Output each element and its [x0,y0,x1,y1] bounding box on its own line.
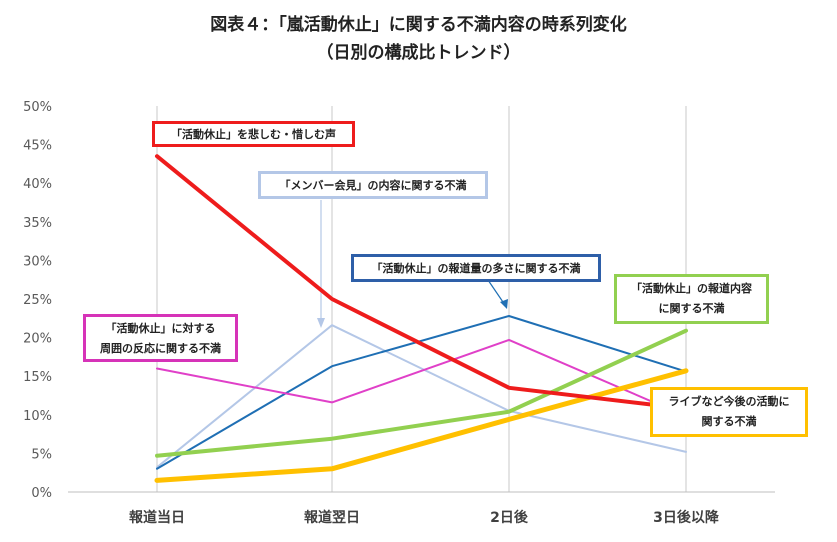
y-tick-label: 40% [23,177,52,192]
pointer-arrow-lightblue [317,318,325,328]
callout-red: 「活動休止」を悲しむ・惜しむ声 [152,121,355,147]
callout-magenta: 「活動休止」に対する 周囲の反応に関する不満 [83,314,238,362]
x-tick-label: 3日後以降 [653,509,720,526]
callout-text: 周囲の反応に関する不満 [100,342,221,355]
callout-green: 「活動休止」の報道内容 に関する不満 [614,274,769,324]
series-line-0 [155,154,688,411]
y-tick-label: 0% [31,486,52,501]
chart-subtitle: （日別の構成比トレンド） [316,43,521,63]
y-tick-label: 15% [23,370,52,385]
callout-blue: 「活動休止」の報道量の多さに関する不満 [351,254,601,282]
callout-text: 関する不満 [701,415,757,428]
y-tick-label: 20% [23,332,52,347]
y-tick-label: 25% [23,293,52,308]
series-line-2 [156,315,687,470]
chart-title: 図表４：「嵐活動休止」に関する不満内容の時系列変化 [210,15,627,35]
x-tick-label: 報道翌日 [304,509,360,526]
callout-text: ライブなど今後の活動に [668,395,790,408]
callout-text: に関する不満 [658,302,725,315]
series-line-4 [156,338,687,418]
y-tick-label: 35% [23,216,52,231]
series-line-5 [154,368,689,483]
y-tick-label: 30% [23,254,52,269]
y-tick-label: 5% [31,447,52,462]
x-tick-label: 報道当日 [129,509,185,526]
pointer-line-blue [487,279,506,306]
callout-text: 「活動休止」の報道内容 [631,282,752,295]
callout-yellow: ライブなど今後の活動に 関する不満 [650,387,808,437]
callout-text: 「活動休止」を悲しむ・惜しむ声 [171,128,336,141]
series-line-1 [156,324,687,469]
callout-text: 「活動休止」の報道量の多さに関する不満 [371,262,581,275]
callout-text: 「メンバー会見」の内容に関する不満 [279,179,467,192]
series-line-3 [155,328,688,458]
callout-lightblue: 「メンバー会見」の内容に関する不満 [258,171,488,199]
callout-text: 「活動休止」に対する [105,322,216,335]
y-tick-label: 10% [23,409,52,424]
x-tick-label: 2日後 [490,509,529,526]
y-tick-label: 50% [23,100,52,115]
pointer-arrow-blue [500,299,508,309]
y-tick-label: 45% [23,139,52,154]
